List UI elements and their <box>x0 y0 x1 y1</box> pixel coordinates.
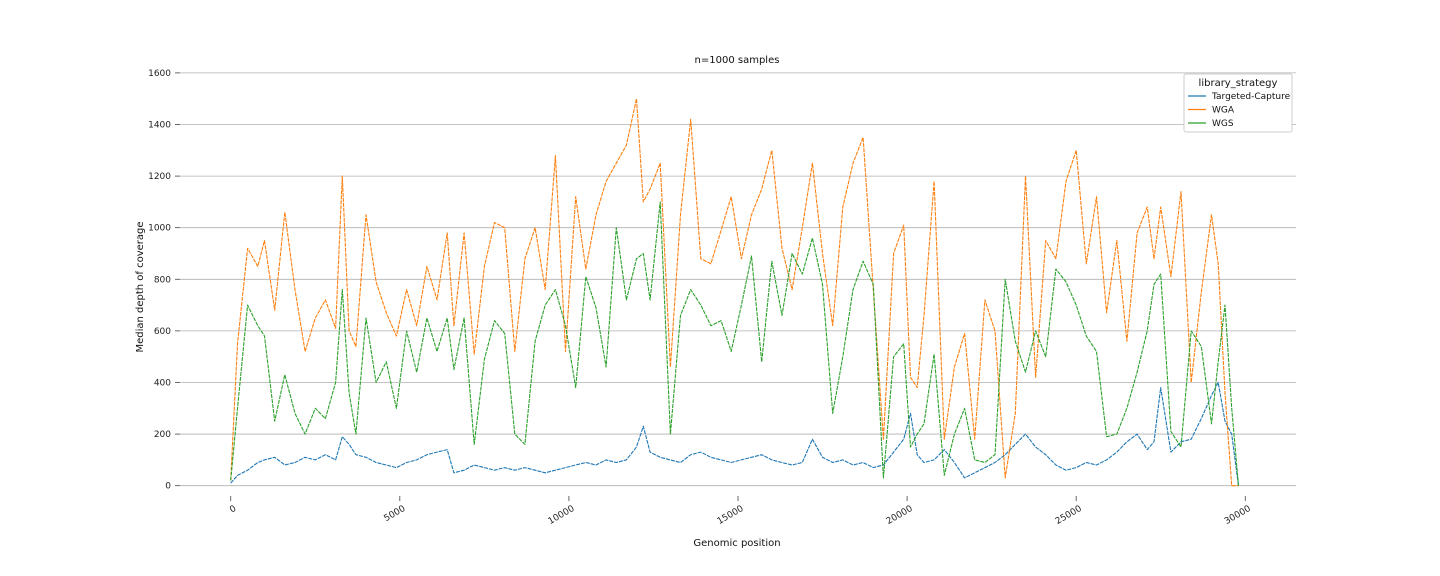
y-tick-label: 0 <box>165 482 171 492</box>
legend-items: Targeted-Capture WGA WGS <box>1188 92 1291 129</box>
y-tick-label: 200 <box>154 430 171 440</box>
x-tick-label: 30000 <box>1223 504 1253 527</box>
x-axis-label: Genomic position <box>693 538 780 549</box>
legend-label: WGA <box>1212 106 1235 116</box>
y-tick-label: 1000 <box>148 224 171 234</box>
x-tick-label: 15000 <box>716 504 746 527</box>
x-tick-label: 20000 <box>885 504 915 527</box>
y-tick-label: 400 <box>154 378 171 388</box>
axes: 0 200 400 600 800 1000 1200 1400 1600 0 5000 10000 1… <box>148 69 1253 527</box>
chart-title: n=1000 samples <box>695 55 780 66</box>
series-line <box>230 381 1240 486</box>
grid-lines <box>180 72 1296 487</box>
y-tick-label: 1400 <box>148 120 171 130</box>
series-line <box>230 98 1239 487</box>
x-tick-label: 5000 <box>382 504 407 524</box>
x-tick-label: 0 <box>228 504 238 516</box>
y-axis-label: Median depth of coverage <box>135 221 146 352</box>
x-tick-label: 25000 <box>1054 504 1084 527</box>
y-tick-label: 1200 <box>148 172 171 182</box>
y-tick-label: 600 <box>154 327 171 337</box>
x-tick-label: 10000 <box>547 504 577 527</box>
y-tick-label: 800 <box>154 275 171 285</box>
legend-frame <box>1183 73 1293 133</box>
legend-label: WGS <box>1212 119 1234 129</box>
legend: library_strategy Targeted-Capture WGA WGS <box>1183 73 1293 133</box>
series-line <box>230 201 1240 486</box>
series-lines <box>230 98 1240 487</box>
y-tick-label: 1600 <box>148 69 171 79</box>
legend-label: Targeted-Capture <box>1211 92 1291 102</box>
legend-title: library_strategy <box>1199 78 1278 89</box>
